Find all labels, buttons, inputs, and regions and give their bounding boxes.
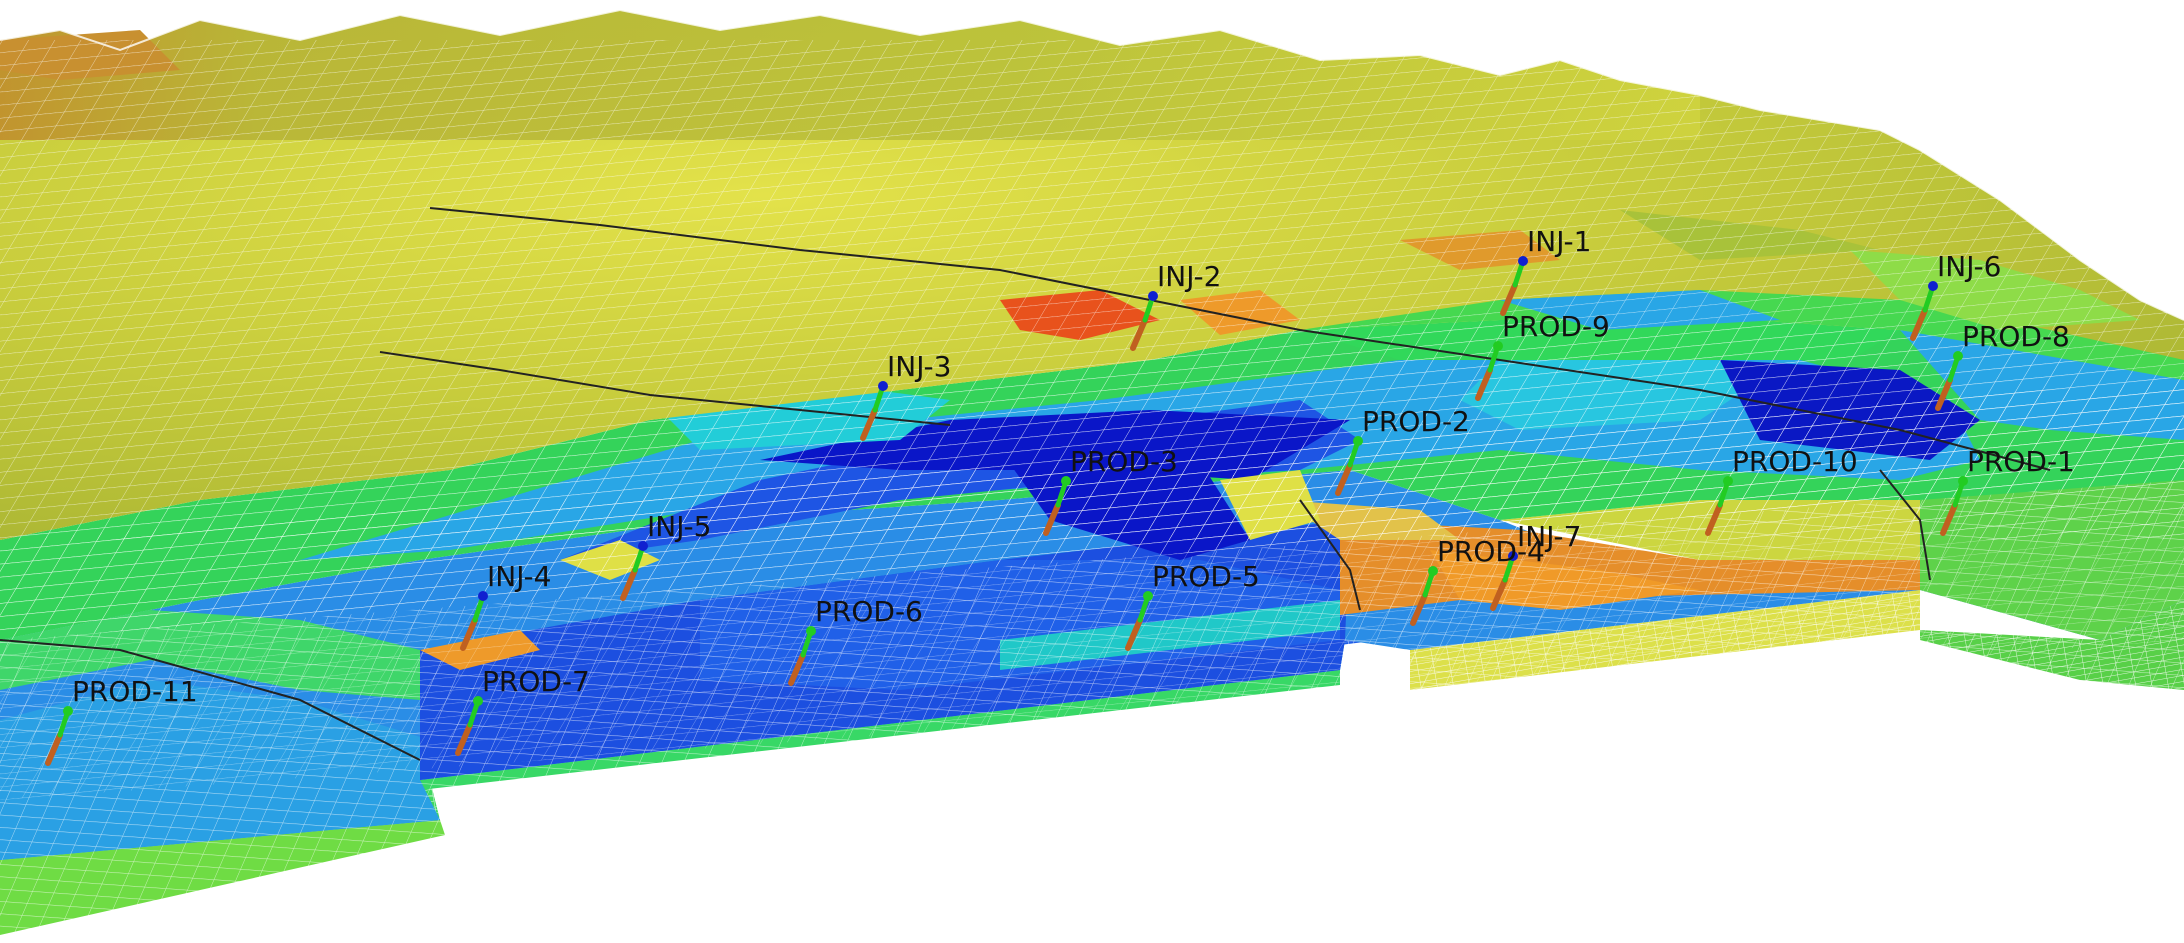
well-head-icon: [1953, 351, 1963, 361]
well-head-icon: [1958, 476, 1968, 486]
well-prod-6[interactable]: PROD-6: [788, 595, 923, 686]
wells-layer: INJ-1INJ-2INJ-3INJ-4INJ-5INJ-6INJ-7PROD-…: [45, 225, 2075, 766]
well-head-icon: [1928, 281, 1938, 291]
fault-lines: [0, 207, 2051, 761]
well-label: INJ-6: [1937, 250, 2001, 283]
well-label: PROD-7: [482, 665, 590, 698]
well-label: INJ-4: [487, 560, 551, 593]
well-head-icon: [806, 626, 816, 636]
well-head-icon: [878, 381, 888, 391]
well-inj-4[interactable]: INJ-4: [460, 560, 551, 651]
well-label: PROD-10: [1732, 445, 1858, 478]
well-head-icon: [1508, 551, 1518, 561]
well-label: INJ-7: [1517, 520, 1581, 553]
well-inj-5[interactable]: INJ-5: [620, 510, 711, 601]
well-label: PROD-1: [1967, 445, 2075, 478]
well-prod-9[interactable]: PROD-9: [1475, 310, 1610, 401]
well-label: PROD-5: [1152, 560, 1260, 593]
well-prod-3[interactable]: PROD-3: [1043, 445, 1178, 536]
well-label: INJ-5: [647, 510, 711, 543]
well-prod-5[interactable]: PROD-5: [1125, 560, 1260, 651]
well-head-icon: [478, 591, 488, 601]
well-prod-4[interactable]: PROD-4: [1410, 535, 1545, 626]
well-label: PROD-3: [1070, 445, 1178, 478]
well-label: INJ-3: [887, 350, 951, 383]
well-prod-7[interactable]: PROD-7: [455, 665, 590, 756]
well-head-icon: [1493, 341, 1503, 351]
well-head-icon: [1061, 476, 1071, 486]
well-inj-6[interactable]: INJ-6: [1910, 250, 2001, 341]
well-head-icon: [638, 541, 648, 551]
well-label: PROD-4: [1437, 535, 1545, 568]
upper-reservoir-surface: [0, 8, 2184, 540]
well-label: PROD-8: [1962, 320, 2070, 353]
well-head-icon: [1353, 436, 1363, 446]
well-prod-11[interactable]: PROD-11: [45, 675, 198, 766]
well-head-icon: [1723, 476, 1733, 486]
well-head-icon: [1518, 256, 1528, 266]
well-inj-3[interactable]: INJ-3: [860, 350, 951, 441]
well-inj-2[interactable]: INJ-2: [1130, 260, 1221, 351]
well-head-icon: [473, 696, 483, 706]
well-label: PROD-2: [1362, 405, 1470, 438]
well-label: INJ-2: [1157, 260, 1221, 293]
well-label: INJ-1: [1527, 225, 1591, 258]
well-head-icon: [1428, 566, 1438, 576]
well-label: PROD-6: [815, 595, 923, 628]
well-head-icon: [63, 706, 73, 716]
well-label: PROD-11: [72, 675, 198, 708]
well-label: PROD-9: [1502, 310, 1610, 343]
well-head-icon: [1143, 591, 1153, 601]
well-prod-2[interactable]: PROD-2: [1335, 405, 1470, 496]
well-prod-10[interactable]: PROD-10: [1705, 445, 1858, 536]
well-head-icon: [1148, 291, 1158, 301]
well-prod-8[interactable]: PROD-8: [1935, 320, 2070, 411]
well-prod-1[interactable]: PROD-1: [1940, 445, 2075, 536]
well-inj-7[interactable]: INJ-7: [1490, 520, 1581, 611]
well-inj-1[interactable]: INJ-1: [1500, 225, 1591, 316]
